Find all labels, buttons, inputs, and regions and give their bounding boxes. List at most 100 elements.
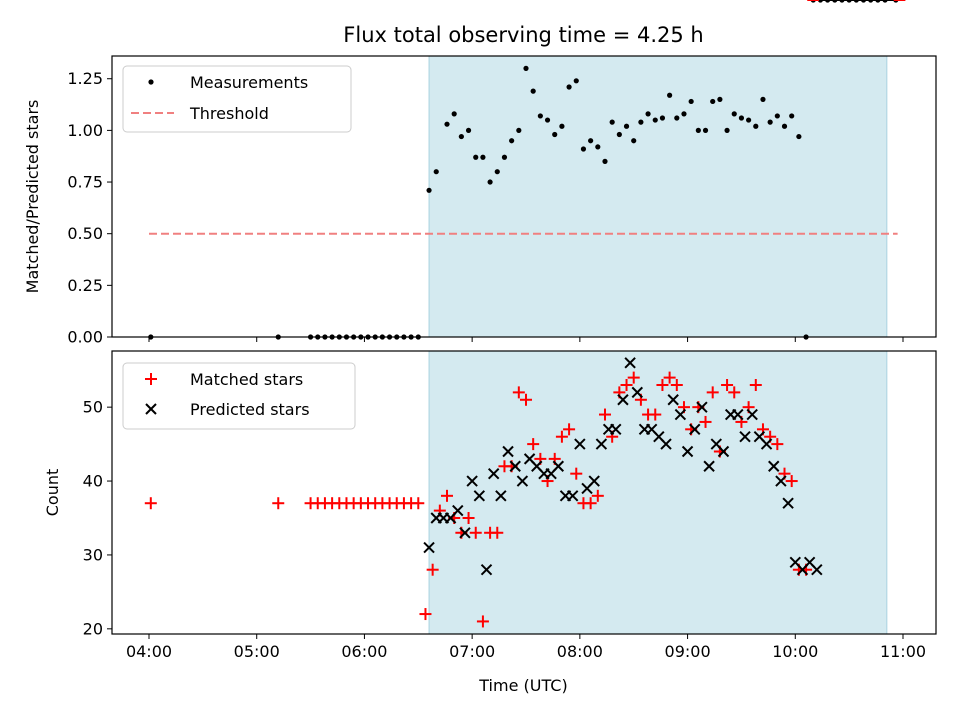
predicted-star-stroke-b	[811, 564, 823, 576]
measurement-point	[494, 169, 500, 175]
measurement-point	[688, 98, 694, 105]
predicted-star-stroke-b	[739, 431, 751, 443]
predicted-star-point	[452, 504, 464, 517]
bottom-x-ticks: 04:00 05:00 06:00 07:00 08:00 09:00 10:00 11:00	[126, 634, 926, 661]
predicted-star-stroke-b	[523, 453, 536, 465]
predicted-star-point	[480, 564, 493, 576]
y-tick-label: 0.75	[67, 173, 103, 192]
matched-star-point	[728, 386, 741, 399]
predicted-star-point	[588, 475, 600, 487]
predicted-star-stroke-b	[466, 475, 478, 487]
predicted-star-point	[689, 423, 701, 436]
predicted-star-stroke-b	[732, 408, 744, 421]
top-y-ticks: 0.00 0.25 0.50 0.75 1.00 1.25	[67, 69, 112, 347]
predicted-star-point	[674, 408, 687, 421]
measurement-point	[681, 111, 687, 117]
bottom-y-ticks: 20 30 40 50	[83, 398, 112, 638]
predicted-star-stroke-b	[624, 357, 636, 369]
measurement-point	[731, 111, 737, 117]
x-tick-label: 11:00	[880, 642, 926, 661]
predicted-star-point	[775, 475, 787, 487]
predicted-star-stroke-b	[717, 445, 730, 458]
matched-star-point	[570, 467, 583, 480]
matched-star-point	[520, 393, 532, 406]
legend-matched-marker	[145, 373, 157, 385]
matched-star-point	[584, 497, 597, 510]
matched-star-point	[491, 526, 504, 539]
predicted-star-point	[495, 490, 507, 502]
predicted-star-point	[746, 408, 758, 421]
predicted-star-stroke-b	[746, 408, 758, 421]
predicted-star-point	[760, 438, 773, 450]
predicted-star-point	[423, 541, 435, 554]
predicted-star-point	[660, 438, 672, 450]
measurement-point	[516, 127, 522, 133]
matched-star-point	[663, 371, 676, 384]
measurement-point	[552, 131, 558, 138]
y-tick-label: 30	[83, 545, 103, 564]
bottom-legend-box	[122, 362, 356, 430]
measurement-point	[595, 144, 601, 150]
x-tick-label: 04:00	[126, 642, 172, 661]
top-panel: 0.00 0.25 0.50 0.75 1.00 1.25 Matched/Predict…	[23, 0, 937, 347]
x-tick-label: 06:00	[341, 642, 387, 661]
measurement-point	[451, 111, 457, 117]
predicted-star-point	[552, 460, 565, 472]
predicted-star-stroke-b	[452, 504, 464, 517]
predicted-star-stroke-b	[502, 445, 514, 458]
matched-stars-points	[144, 0, 906, 628]
predicted-star-stroke-b	[423, 541, 435, 554]
predicted-star-stroke-b	[531, 460, 543, 472]
measurement-point	[789, 113, 795, 119]
measurement-point	[458, 133, 464, 140]
predicted-star-stroke-b	[696, 401, 708, 413]
predicted-star-stroke-b	[674, 408, 687, 421]
predicted-star-stroke-b	[681, 445, 694, 458]
matched-star-point	[512, 386, 525, 399]
predicted-star-point	[459, 527, 471, 539]
matched-star-point	[144, 497, 157, 510]
measurement-point	[638, 119, 644, 125]
legend-measurements-marker	[148, 79, 154, 85]
predicted-star-stroke-b	[703, 460, 715, 472]
predicted-star-stroke-b	[660, 438, 672, 450]
predicted-star-point	[617, 394, 629, 406]
predicted-star-stroke-b	[566, 490, 579, 502]
measurement-point	[767, 119, 773, 125]
predicted-star-stroke-b	[595, 438, 608, 450]
predicted-star-stroke-b	[667, 394, 679, 406]
top-x-ticks	[148, 337, 904, 342]
x-tick-label: 10:00	[772, 642, 818, 661]
predicted-star-point	[516, 475, 529, 487]
y-tick-label: 0.50	[67, 224, 103, 243]
measurement-point	[580, 146, 587, 152]
predicted-star-stroke-b	[689, 423, 701, 436]
matched-star-point	[563, 423, 576, 436]
matched-star-point	[527, 438, 540, 451]
predicted-star-stroke-b	[574, 438, 586, 450]
predicted-star-stroke-b	[516, 475, 529, 487]
matched-star-point	[706, 386, 719, 399]
matched-star-point	[476, 615, 489, 628]
predicted-star-point	[732, 408, 744, 421]
measurement-point	[674, 115, 680, 121]
predicted-star-point	[502, 445, 514, 458]
measurement-point	[501, 154, 508, 160]
measurement-point	[573, 78, 579, 84]
matched-star-point	[419, 608, 432, 621]
predicted-star-point	[631, 386, 644, 399]
predicted-stars-points	[423, 0, 894, 576]
measurement-point	[695, 127, 701, 133]
y-tick-label: 0.25	[67, 276, 103, 295]
predicted-star-point	[811, 564, 823, 576]
x-tick-label: 08:00	[557, 642, 603, 661]
measurement-point	[631, 138, 637, 144]
measurement-point	[623, 123, 630, 129]
predicted-star-stroke-b	[631, 386, 644, 399]
measurement-point	[544, 117, 551, 123]
measurement-point	[710, 98, 716, 105]
y-tick-label: 0.00	[67, 328, 103, 347]
predicted-star-point	[703, 460, 715, 472]
x-axis-label: Time (UTC)	[478, 676, 567, 695]
measurement-point	[717, 96, 723, 102]
